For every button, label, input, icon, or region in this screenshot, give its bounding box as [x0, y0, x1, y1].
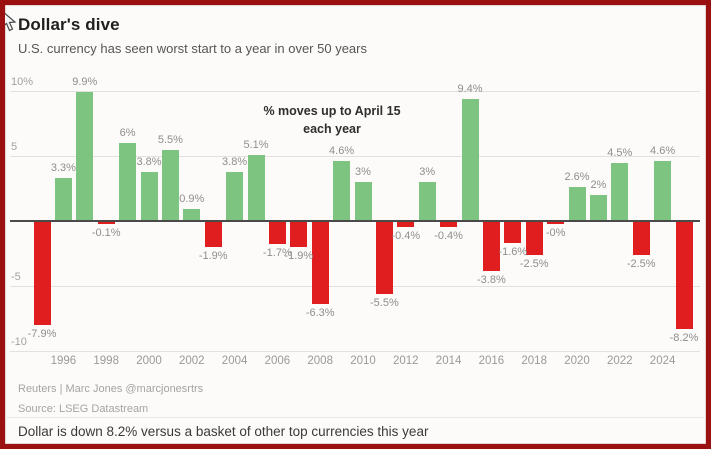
x-axis-label-2020: 2020: [564, 355, 590, 367]
x-axis-label-2024: 2024: [649, 355, 676, 367]
bar-value-label-2022: 4.5%: [607, 146, 633, 159]
gridline: [10, 91, 700, 92]
mouse-cursor: [5, 12, 17, 32]
x-axis-label-2010: 2010: [350, 355, 376, 367]
chart-title: Dollar's dive: [18, 15, 120, 34]
bar-value-label-2001: 5.5%: [157, 133, 183, 146]
bar-2025: [675, 222, 693, 329]
bar-2011: [375, 222, 393, 294]
bar-value-label-1999: 6%: [119, 127, 136, 139]
bar-2005: [247, 154, 265, 221]
gridline: [10, 351, 700, 352]
y-axis-label: 10%: [11, 76, 34, 88]
source-credit: Source: LSEG Datastream: [18, 403, 149, 415]
chart-subtitle: U.S. currency has seen worst start to a …: [18, 41, 367, 56]
bar-2016: [482, 222, 500, 272]
gridline: [10, 286, 700, 287]
bar-2009: [333, 161, 351, 221]
bar-2021: [589, 195, 607, 221]
x-axis-label-2016: 2016: [478, 355, 505, 367]
bar-2010: [354, 182, 372, 221]
y-axis-label: -10: [11, 336, 27, 348]
bar-1998: [97, 222, 115, 224]
bar-2003: [204, 222, 222, 247]
bar-value-label-2015: 9.4%: [457, 82, 483, 95]
byline: Reuters | Marc Jones @marcjonesrtrs: [18, 383, 204, 395]
annotation-line-2: each year: [303, 122, 361, 137]
bar-value-label-2012: -0.4%: [391, 230, 421, 243]
x-axis-label-2006: 2006: [264, 355, 291, 367]
bar-2007: [290, 222, 308, 247]
x-axis-label-2000: 2000: [136, 355, 162, 367]
bar-value-label-2025: -8.2%: [669, 331, 699, 344]
bar-value-label-2002: 0.9%: [179, 193, 205, 206]
x-axis-label-1998: 1998: [93, 355, 119, 367]
x-axis-label-2022: 2022: [607, 355, 633, 367]
bar-value-label-2003: -1.9%: [198, 249, 228, 262]
bar-2024: [654, 161, 672, 221]
plot-area: 10% 5 -5 -10 -7.9% 3.3% 9.9% -0.1% 6% 3.8% 5.5% 0.…: [5, 5, 706, 444]
bar-value-label-2004: 3.8%: [222, 155, 248, 168]
bar-value-label-2008: -6.3%: [305, 306, 335, 319]
x-axis-label-2012: 2012: [393, 355, 419, 367]
bar-value-label-1996: 3.3%: [50, 162, 76, 175]
gridline: [10, 156, 700, 157]
bar-2022: [611, 162, 629, 221]
x-axis-label-2004: 2004: [221, 355, 248, 367]
bar-2017: [504, 222, 522, 243]
bar-2000: [140, 171, 158, 221]
bar-value-label-2009: 4.6%: [329, 145, 355, 158]
bar-value-label-2014: -0.4%: [434, 230, 463, 243]
bar-2001: [161, 149, 179, 221]
bar-value-label-2016: -3.8%: [477, 274, 506, 287]
x-axis-label-2018: 2018: [521, 355, 547, 367]
y-axis-label: -5: [11, 271, 21, 283]
bar-value-label-2020: 2.6%: [564, 171, 590, 184]
bar-2002: [183, 209, 201, 221]
bar-1999: [119, 143, 137, 221]
y-axis-label: 5: [11, 141, 18, 153]
zero-axis-line: [10, 220, 700, 222]
footer-note: Dollar is down 8.2% versus a basket of o…: [18, 424, 429, 439]
bar-1996: [54, 178, 72, 221]
bar-2014: [440, 222, 458, 228]
bar-value-label-2007: -1.9%: [284, 249, 314, 262]
bar-value-label-2019: -0%: [545, 226, 566, 239]
bar-2013: [418, 182, 436, 221]
bar-value-label-2018: -2.5%: [519, 257, 549, 270]
bar-2006: [268, 222, 286, 245]
bar-value-label-1995: -7.9%: [27, 327, 57, 340]
bar-2023: [632, 222, 650, 255]
bar-2004: [226, 171, 244, 221]
bar-2018: [525, 222, 543, 255]
bar-value-label-1997: 9.9%: [72, 76, 98, 89]
bar-2020: [568, 187, 586, 221]
bar-2008: [311, 222, 329, 304]
bar-value-label-2017: -1.6%: [498, 245, 528, 258]
bar-2015: [461, 98, 479, 221]
annotation-line-1: % moves up to April 15: [263, 104, 401, 118]
bar-1997: [76, 92, 94, 221]
bar-value-label-2010: 3%: [355, 166, 371, 178]
bar-value-label-2011: -5.5%: [370, 296, 399, 309]
x-axis-label-2014: 2014: [435, 355, 462, 367]
bar-value-label-2000: 3.8%: [136, 155, 162, 168]
x-axis-label-1996: 1996: [50, 355, 77, 367]
bar-value-label-2021: 2%: [590, 179, 607, 191]
footer-divider: [5, 417, 706, 418]
chart-annotation: % moves up to April 15 each year: [263, 102, 400, 138]
bar-value-label-2006: -1.7%: [263, 247, 292, 260]
bar-value-label-1998: -0.1%: [91, 226, 121, 239]
bar-value-label-2024: 4.6%: [650, 145, 676, 158]
x-axis-label-2008: 2008: [307, 355, 333, 367]
bar-value-label-2005: 5.1%: [243, 138, 269, 151]
bar-2012: [397, 222, 415, 228]
x-axis-label-2002: 2002: [179, 355, 205, 367]
bar-value-label-2023: -2.5%: [626, 257, 656, 270]
bar-value-label-2013: 3%: [419, 166, 436, 178]
bar-2019: [547, 222, 565, 224]
bar-1995: [33, 222, 51, 325]
